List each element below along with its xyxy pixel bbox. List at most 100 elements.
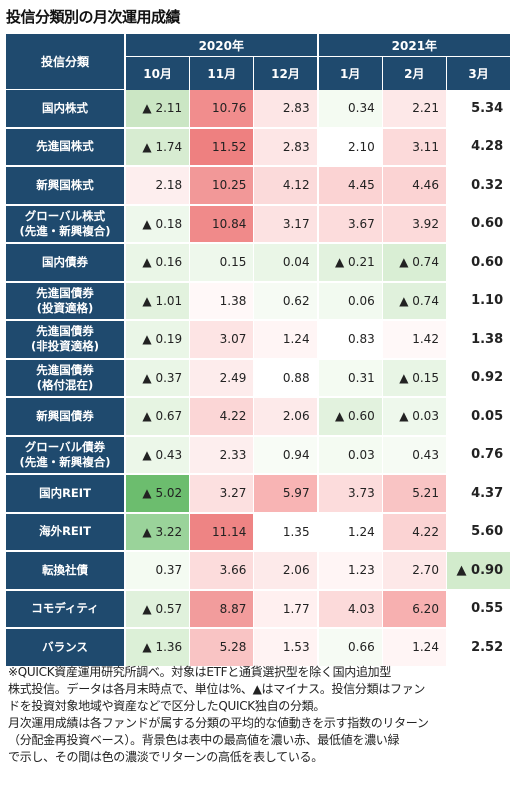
return-cell: 3.27: [190, 475, 255, 514]
return-cell: ▲ 1.74: [126, 128, 191, 167]
month-header: 3月: [446, 57, 512, 90]
return-cell: 3.92: [382, 205, 447, 244]
return-cell: 1.24: [382, 629, 447, 668]
year-header-2021: 2021年: [318, 34, 512, 57]
table-row: コモディティ ▲ 0.57 8.87 1.77 4.03 6.20 0.55: [6, 590, 512, 629]
return-cell: 0.60: [446, 244, 512, 283]
month-header: 10月: [126, 57, 191, 90]
return-cell: ▲ 0.03: [382, 398, 447, 437]
return-cell: ▲ 0.18: [126, 205, 191, 244]
footnote-line: で示し、その間は色の濃淡でリターンの高低を表している。: [8, 750, 323, 764]
table-row: 先進国債券 (投資適格) ▲ 1.01 1.38 0.62 0.06 ▲ 0.74 1.10: [6, 282, 512, 321]
return-cell: 0.62: [254, 282, 319, 321]
return-cell: 5.60: [446, 513, 512, 552]
returns-table-frame: 投信分類 2020年 2021年 10月 11月 12月 1月 2月 3月 国内株式 ▲ 2…: [6, 34, 512, 668]
return-cell: 0.66: [318, 629, 383, 668]
return-cell: 4.22: [190, 398, 255, 437]
return-cell: 1.35: [254, 513, 319, 552]
return-cell: ▲ 0.74: [382, 244, 447, 283]
row-category-label: 転換社債: [6, 552, 126, 591]
returns-table: 投信分類 2020年 2021年 10月 11月 12月 1月 2月 3月 国内株式 ▲ 2…: [6, 34, 512, 668]
return-cell: ▲ 1.01: [126, 282, 191, 321]
return-cell: 0.37: [126, 552, 191, 591]
return-cell: 1.24: [254, 321, 319, 360]
return-cell: 10.84: [190, 205, 255, 244]
return-cell: 1.53: [254, 629, 319, 668]
return-cell: 6.20: [382, 590, 447, 629]
row-category-label: 先進国債券 (非投資適格): [6, 321, 126, 360]
return-cell: ▲ 0.19: [126, 321, 191, 360]
return-cell: 4.37: [446, 475, 512, 514]
table-row: 国内株式 ▲ 2.11 10.76 2.83 0.34 2.21 5.34: [6, 90, 512, 129]
month-header: 2月: [382, 57, 447, 90]
row-category-label: 海外REIT: [6, 513, 126, 552]
row-category-label: 先進国株式: [6, 128, 126, 167]
return-cell: 2.18: [126, 167, 191, 206]
return-cell: 2.83: [254, 90, 319, 129]
return-cell: 0.43: [382, 436, 447, 475]
return-cell: 4.45: [318, 167, 383, 206]
return-cell: 2.10: [318, 128, 383, 167]
row-category-label: 新興国債券: [6, 398, 126, 437]
month-header: 1月: [318, 57, 383, 90]
return-cell: 2.21: [382, 90, 447, 129]
return-cell: 1.38: [190, 282, 255, 321]
return-cell: 8.87: [190, 590, 255, 629]
return-cell: 1.24: [318, 513, 383, 552]
month-header-row: 10月 11月 12月 1月 2月 3月: [6, 57, 512, 90]
return-cell: 0.83: [318, 321, 383, 360]
table-row: グローバル債券 (先進・新興複合) ▲ 0.43 2.33 0.94 0.03 0.43 0.…: [6, 436, 512, 475]
return-cell: 1.23: [318, 552, 383, 591]
return-cell: 2.83: [254, 128, 319, 167]
return-cell: 0.55: [446, 590, 512, 629]
return-cell: ▲ 0.67: [126, 398, 191, 437]
return-cell: 0.03: [318, 436, 383, 475]
return-cell: 3.66: [190, 552, 255, 591]
return-cell: 3.67: [318, 205, 383, 244]
return-cell: 10.25: [190, 167, 255, 206]
return-cell: 1.38: [446, 321, 512, 360]
row-category-label: バランス: [6, 629, 126, 668]
row-category-label: コモディティ: [6, 590, 126, 629]
return-cell: 0.60: [446, 205, 512, 244]
table-row: グローバル株式 (先進・新興複合) ▲ 0.18 10.84 3.17 3.67 3.92 0…: [6, 205, 512, 244]
return-cell: ▲ 0.74: [382, 282, 447, 321]
return-cell: ▲ 0.90: [446, 552, 512, 591]
table-row: 先進国債券 (非投資適格) ▲ 0.19 3.07 1.24 0.83 1.42 1.38: [6, 321, 512, 360]
return-cell: 10.76: [190, 90, 255, 129]
return-cell: 2.33: [190, 436, 255, 475]
return-cell: 5.21: [382, 475, 447, 514]
footnote-line: 株式投信。データは各月末時点で、単位は%、▲はマイナス。投信分類はファン: [8, 682, 426, 696]
footnote-line: ※QUICK資産運用研究所調べ。対象はETFと通貨選択型を除く国内追加型: [8, 665, 392, 679]
table-row: 新興国債券 ▲ 0.67 4.22 2.06 ▲ 0.60 ▲ 0.03 0.05: [6, 398, 512, 437]
return-cell: 5.97: [254, 475, 319, 514]
return-cell: 0.31: [318, 359, 383, 398]
month-header: 11月: [190, 57, 255, 90]
table-row: バランス ▲ 1.36 5.28 1.53 0.66 1.24 2.52: [6, 629, 512, 668]
category-column-header: 投信分類: [6, 34, 126, 90]
return-cell: 4.03: [318, 590, 383, 629]
return-cell: 0.15: [190, 244, 255, 283]
return-cell: 3.73: [318, 475, 383, 514]
return-cell: ▲ 0.37: [126, 359, 191, 398]
return-cell: 3.07: [190, 321, 255, 360]
table-row: 新興国株式 2.18 10.25 4.12 4.45 4.46 0.32: [6, 167, 512, 206]
return-cell: 1.10: [446, 282, 512, 321]
return-cell: 0.32: [446, 167, 512, 206]
return-cell: 4.46: [382, 167, 447, 206]
row-category-label: 国内株式: [6, 90, 126, 129]
return-cell: ▲ 0.57: [126, 590, 191, 629]
row-category-label: 先進国債券 (格付混在): [6, 359, 126, 398]
return-cell: 2.06: [254, 552, 319, 591]
return-cell: 0.04: [254, 244, 319, 283]
row-category-label: グローバル株式 (先進・新興複合): [6, 205, 126, 244]
return-cell: 11.14: [190, 513, 255, 552]
return-cell: ▲ 3.22: [126, 513, 191, 552]
return-cell: 0.06: [318, 282, 383, 321]
footnote-line: 月次運用成績は各ファンドが属する分類の平均的な値動きを示す指数のリターン: [8, 716, 429, 730]
return-cell: 5.34: [446, 90, 512, 129]
return-cell: 0.92: [446, 359, 512, 398]
table-row: 転換社債 0.37 3.66 2.06 1.23 2.70 ▲ 0.90: [6, 552, 512, 591]
return-cell: 0.88: [254, 359, 319, 398]
